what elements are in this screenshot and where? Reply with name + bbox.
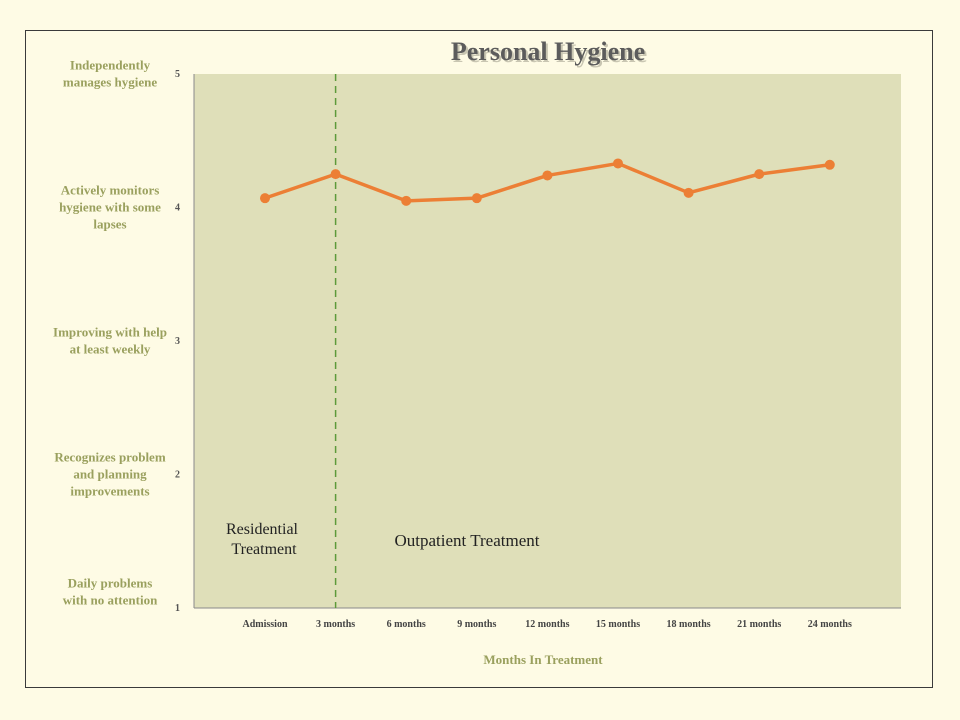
y-level-label-line: manages hygiene <box>63 75 157 90</box>
chart-frame <box>25 30 933 688</box>
y-tick-label: 3 <box>175 336 180 347</box>
x-axis-title: Months In Treatment <box>483 652 603 667</box>
data-point <box>824 159 835 170</box>
y-tick-label: 5 <box>175 69 180 80</box>
y-level-label-line: at least weekly <box>70 342 151 357</box>
data-point <box>401 195 412 206</box>
y-tick-labels: 1 2 3 4 5 <box>175 69 180 614</box>
outpatient-label: Outpatient Treatment <box>395 531 540 550</box>
data-point <box>683 187 694 198</box>
data-point <box>471 193 482 204</box>
y-level-labels: Independently manages hygiene Actively mon… <box>53 58 167 608</box>
y-level-label-line: improvements <box>70 484 149 499</box>
y-level-label-line: hygiene with some <box>59 200 161 215</box>
y-level-label: Daily problems with no attention <box>63 576 158 608</box>
plot-area <box>194 74 901 608</box>
residential-label-line-1: Residential <box>226 521 299 538</box>
chart-title-shadow: Personal Hygiene <box>453 39 647 68</box>
y-tick-label: 1 <box>175 603 180 614</box>
data-point <box>330 169 341 180</box>
data-point <box>260 193 270 204</box>
y-level-label-line: lapses <box>93 217 126 232</box>
y-level-label-line: Daily problems <box>68 576 153 591</box>
y-level-label-line: and planning <box>73 467 147 482</box>
x-tick-label: Admission <box>242 619 287 630</box>
x-tick-label: 12 months <box>525 619 569 630</box>
x-tick-label: 18 months <box>667 619 711 630</box>
y-level-label-line: Independently <box>70 58 151 73</box>
residential-label-line-2: Treatment <box>231 541 297 558</box>
data-point <box>542 170 553 181</box>
y-level-label: Independently manages hygiene <box>63 58 157 90</box>
x-tick-label: 21 months <box>737 619 781 630</box>
data-point <box>754 169 765 180</box>
series-group <box>260 158 835 206</box>
x-tick-label: 6 months <box>387 619 426 630</box>
x-tick-label: 3 months <box>316 619 355 630</box>
y-level-label: Improving with help at least weekly <box>53 325 167 357</box>
y-level-label: Actively monitors hygiene with some lapses <box>59 183 161 232</box>
y-tick-label: 4 <box>175 203 180 214</box>
x-tick-label: 9 months <box>457 619 496 630</box>
x-tick-label: 15 months <box>596 619 640 630</box>
x-tick-label: 24 months <box>808 619 852 630</box>
y-level-label-line: Recognizes problem <box>54 450 165 465</box>
y-level-label-line: with no attention <box>63 593 158 608</box>
chart-title: Personal Hygiene <box>451 37 645 66</box>
y-level-label: Recognizes problem and planning improvemen… <box>54 450 165 499</box>
data-point <box>613 158 623 169</box>
y-tick-label: 2 <box>175 470 180 481</box>
x-tick-labels: Admission 3 months 6 months 9 months 12 mont… <box>242 619 851 630</box>
y-level-label-line: Actively monitors <box>61 183 160 198</box>
residential-label: Residential Treatment <box>226 521 302 558</box>
y-level-label-line: Improving with help <box>53 325 167 340</box>
